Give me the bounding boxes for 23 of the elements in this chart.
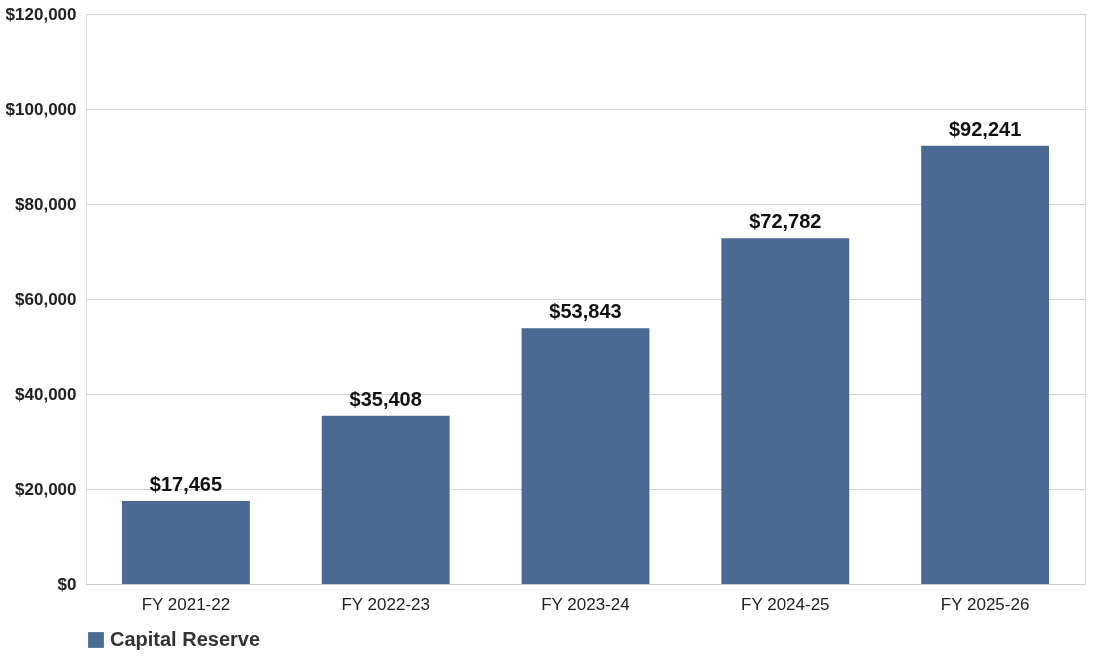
bar: [921, 145, 1050, 584]
data-label: $35,408: [349, 387, 422, 410]
y-tick-label: $60,000: [15, 289, 77, 309]
y-tick-label: $80,000: [15, 194, 77, 214]
y-tick-label: $120,000: [5, 4, 77, 24]
bar: [521, 328, 650, 584]
legend-label: Capital Reserve: [110, 628, 261, 650]
x-tick-label: FY 2024-25: [741, 594, 830, 614]
x-tick-label: FY 2025-26: [940, 594, 1030, 614]
bar: [721, 238, 850, 584]
y-tick-label: $40,000: [15, 384, 77, 404]
x-tick-label: FY 2021-22: [141, 594, 231, 614]
y-tick-label: $100,000: [5, 99, 77, 119]
x-tick-label: FY 2023-24: [541, 594, 630, 614]
bar: [121, 501, 250, 584]
y-tick-label: $20,000: [15, 479, 77, 499]
data-label: $53,843: [549, 300, 622, 323]
y-tick-label: $0: [57, 574, 77, 594]
data-label: $92,241: [948, 117, 1022, 140]
x-tick-label: FY 2022-23: [341, 594, 430, 614]
data-label: $72,782: [749, 210, 822, 233]
data-label: $17,465: [149, 473, 223, 496]
bar: [321, 415, 450, 584]
